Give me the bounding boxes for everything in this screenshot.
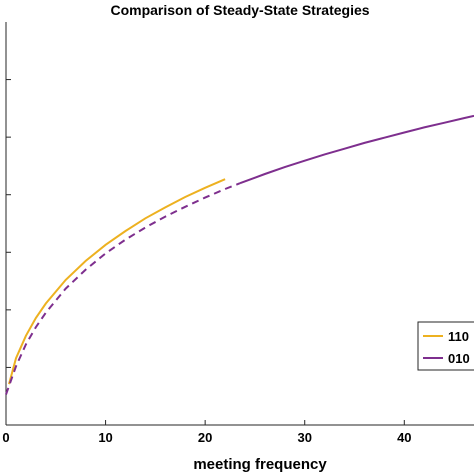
plot-area xyxy=(6,22,474,425)
series-010-solid-line xyxy=(239,114,474,185)
legend-label-110: 110 xyxy=(448,329,469,344)
x-tick-label-4: 40 xyxy=(397,430,411,445)
x-tick-label-1: 10 xyxy=(98,430,112,445)
legend-label-010: 010 xyxy=(448,351,470,366)
legend-box xyxy=(417,321,474,371)
x-axis-label: meeting frequency xyxy=(193,456,327,473)
axes: 0 10 20 30 40 xyxy=(2,22,474,445)
series-lines xyxy=(5,114,474,395)
x-tick-label-2: 20 xyxy=(198,430,212,445)
series-010-dashed-line xyxy=(5,182,241,395)
x-tick-label-3: 30 xyxy=(297,430,311,445)
series-110-line xyxy=(8,178,226,385)
chart-title: Comparison of Steady-State Strategies xyxy=(110,2,369,18)
x-tick-label-0: 0 xyxy=(2,430,9,445)
